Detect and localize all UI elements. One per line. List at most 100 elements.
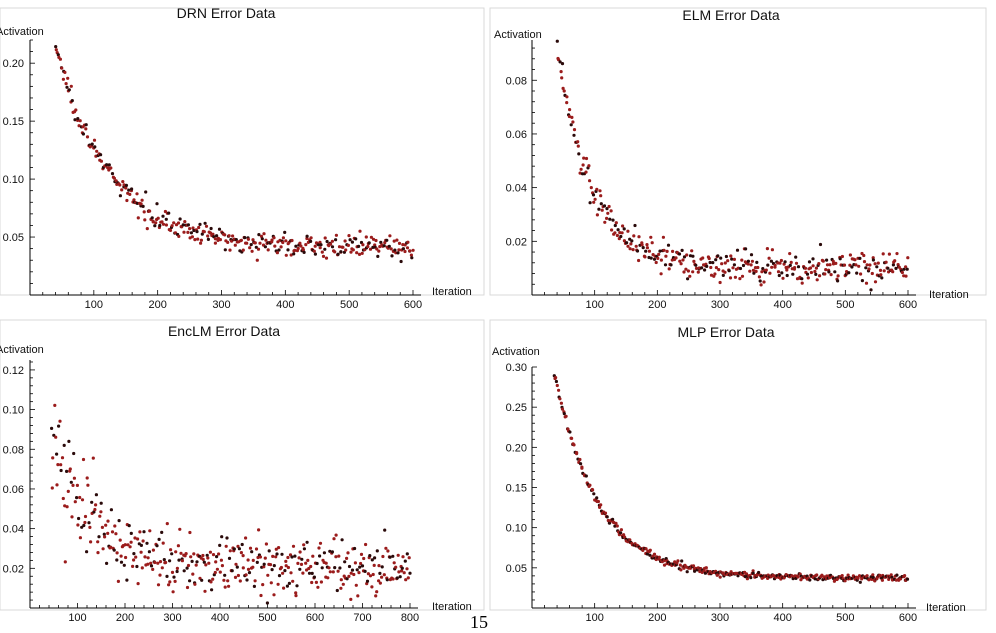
enclm-data-point bbox=[375, 549, 379, 553]
elm-data-point bbox=[829, 273, 833, 277]
enclm-data-point bbox=[105, 561, 109, 566]
enclm-data-point bbox=[99, 510, 103, 514]
enclm-data-point bbox=[124, 555, 128, 560]
elm-data-point bbox=[886, 266, 890, 270]
elm-data-point bbox=[630, 239, 634, 243]
elm-data-point bbox=[605, 207, 609, 211]
elm-data-point bbox=[714, 258, 718, 262]
enclm-data-point bbox=[109, 545, 113, 549]
drn-xlabel: Iteration bbox=[432, 286, 472, 298]
drn-data-point bbox=[304, 243, 308, 247]
elm-data-point bbox=[680, 248, 684, 252]
elm-data-point bbox=[791, 272, 795, 276]
enclm-data-point bbox=[170, 570, 175, 575]
elm-data-point bbox=[592, 200, 596, 204]
elm-data-point bbox=[602, 204, 607, 208]
enclm-data-point bbox=[380, 565, 384, 569]
elm-ylabel: Activation bbox=[494, 29, 542, 41]
drn-data-point bbox=[286, 248, 290, 252]
enclm-data-point bbox=[372, 563, 376, 568]
enclm-data-point bbox=[339, 586, 343, 590]
elm-data-point bbox=[803, 266, 808, 270]
elm-data-point bbox=[740, 274, 745, 278]
mlp-data-point bbox=[678, 563, 682, 567]
elm-data-point bbox=[643, 255, 647, 259]
drn-data-point bbox=[248, 246, 252, 250]
elm-data-point bbox=[871, 258, 876, 262]
elm-data-point bbox=[579, 167, 583, 171]
elm-frame bbox=[489, 7, 987, 296]
mlp-data-point bbox=[820, 573, 824, 577]
enclm-data-point bbox=[252, 584, 256, 589]
enclm-data-point bbox=[75, 496, 79, 500]
mlp-data-point bbox=[568, 430, 572, 434]
enclm-data-point bbox=[268, 563, 273, 567]
enclm-data-point bbox=[106, 531, 110, 536]
elm-data-point bbox=[613, 223, 617, 228]
enclm-data-point bbox=[320, 566, 324, 570]
elm-data-point bbox=[862, 253, 866, 258]
enclm-data-point bbox=[63, 560, 67, 564]
elm-data-point bbox=[847, 271, 851, 275]
elm-data-point bbox=[811, 257, 815, 261]
enclm-data-point bbox=[179, 551, 183, 555]
elm-data-point bbox=[572, 128, 577, 132]
mlp-data-point bbox=[615, 524, 619, 528]
elm-data-point bbox=[688, 254, 693, 258]
enclm-data-point bbox=[215, 567, 219, 571]
enclm-ylabel: Activation bbox=[0, 344, 44, 356]
drn-data-point bbox=[167, 211, 171, 215]
elm-x-tick-label: 100 bbox=[585, 299, 603, 311]
elm-data-point bbox=[707, 256, 711, 261]
elm-data-point bbox=[848, 253, 853, 257]
drn-data-point bbox=[330, 245, 335, 249]
enclm-data-point bbox=[72, 476, 76, 480]
enclm-data-point bbox=[345, 577, 349, 581]
elm-data-point bbox=[571, 120, 575, 124]
elm-data-point bbox=[869, 288, 873, 292]
drn-data-point bbox=[99, 159, 103, 163]
drn-data-point bbox=[135, 201, 139, 205]
drn-data-point bbox=[223, 248, 227, 252]
drn-data-point bbox=[226, 240, 230, 244]
enclm-data-point bbox=[319, 580, 323, 584]
enclm-data-point bbox=[377, 564, 381, 568]
drn-data-point bbox=[66, 76, 70, 80]
enclm-data-point bbox=[405, 552, 409, 556]
drn-data-point bbox=[148, 209, 152, 213]
mlp-data-point bbox=[757, 570, 761, 575]
drn-points bbox=[54, 45, 415, 264]
elm-data-point bbox=[690, 249, 694, 253]
enclm-data-point bbox=[184, 552, 188, 556]
elm-data-point bbox=[667, 267, 671, 271]
enclm-data-point bbox=[378, 571, 382, 576]
enclm-data-point bbox=[147, 550, 151, 554]
elm-data-point bbox=[752, 271, 756, 275]
elm-data-point bbox=[833, 270, 837, 274]
enclm-data-point bbox=[284, 559, 288, 564]
drn-data-point bbox=[399, 259, 403, 264]
elm-data-point bbox=[628, 247, 632, 251]
enclm-data-point bbox=[146, 562, 150, 566]
enclm-data-point bbox=[172, 575, 176, 579]
drn-data-point bbox=[397, 241, 402, 245]
enclm-data-point bbox=[210, 588, 214, 592]
drn-data-point bbox=[161, 222, 166, 226]
enclm-data-point bbox=[139, 543, 143, 548]
enclm-data-point bbox=[346, 551, 350, 555]
enclm-data-point bbox=[381, 554, 385, 559]
mlp-data-point bbox=[846, 573, 850, 577]
enclm-data-point bbox=[234, 562, 238, 566]
enclm-data-point bbox=[360, 564, 365, 568]
enclm-data-point bbox=[406, 576, 410, 580]
elm-data-point bbox=[629, 242, 633, 246]
drn-x-tick-label: 200 bbox=[148, 299, 166, 311]
mlp-data-point bbox=[578, 457, 582, 462]
drn-data-point bbox=[156, 216, 160, 220]
elm-data-point bbox=[828, 263, 832, 267]
drn-data-point bbox=[105, 163, 109, 167]
enclm-data-point bbox=[302, 543, 306, 547]
enclm-data-point bbox=[110, 530, 115, 534]
elm-data-point bbox=[661, 235, 666, 239]
enclm-data-point bbox=[289, 571, 293, 575]
